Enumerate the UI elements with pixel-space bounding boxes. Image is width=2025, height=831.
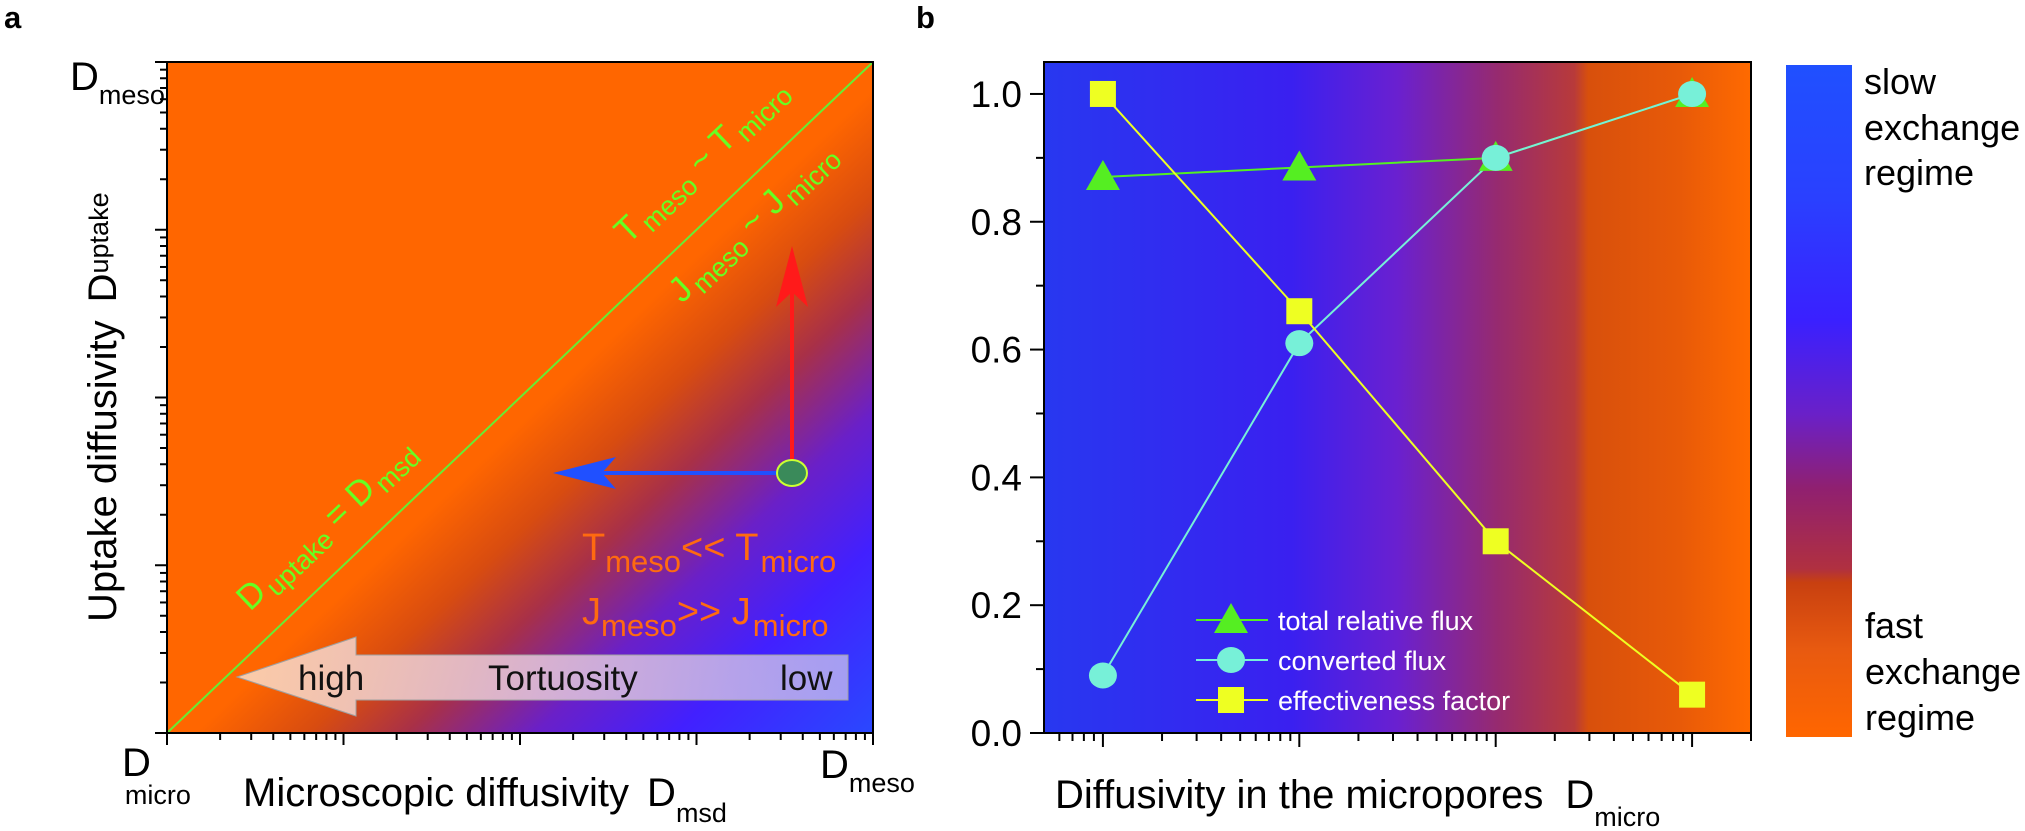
circle-point <box>1481 144 1510 171</box>
tortuosity-high: high <box>298 659 364 698</box>
square-point <box>1286 298 1313 325</box>
legend: total relative flux converted flux effecti… <box>1196 603 1510 716</box>
y-tick-label: 0.8 <box>971 202 1022 243</box>
panel-label-b: b <box>916 0 935 35</box>
x-max-label: Dmeso <box>820 743 915 798</box>
circle-point <box>1678 80 1707 107</box>
tortuosity-arrow: high Tortuosity low <box>235 636 849 717</box>
legend-label: effectiveness factor <box>1278 686 1510 716</box>
regime-J-label: Jmeso>> Jmicro <box>582 591 829 643</box>
circle-point <box>1088 662 1117 689</box>
legend-triangle-icon <box>1214 603 1248 633</box>
colorbar-bottom-line-2: exchange <box>1865 651 2021 692</box>
regime-T-label: Tmeso<< Tmicro <box>582 527 836 579</box>
red-arrow <box>776 246 808 460</box>
square-point <box>1089 80 1116 107</box>
legend-label: converted flux <box>1278 646 1447 676</box>
colorbar-top-line-3: regime <box>1864 152 1974 193</box>
x-axis-label-b: Diffusivity in the micropores Dmicro <box>1055 773 1660 831</box>
circle-point <box>1285 330 1314 357</box>
state-point <box>776 459 808 487</box>
legend-square-icon <box>1218 687 1244 713</box>
y-tick-label: 1.0 <box>971 74 1022 115</box>
colorbar <box>1786 65 1852 737</box>
legend-circle-icon <box>1217 647 1245 673</box>
x-axis-label-a: Microscopic diffusivity Dmsd <box>243 771 727 828</box>
triangle-point <box>1282 150 1317 181</box>
panel-b-series <box>1085 76 1710 708</box>
colorbar-top-line-2: exchange <box>1864 107 2020 148</box>
blue-arrow <box>553 457 778 489</box>
colorbar-top-line-1: slow <box>1864 61 1937 102</box>
y-max-label: Dmeso <box>70 55 165 110</box>
tortuosity-low: low <box>780 659 833 698</box>
y-tick-label: 0.0 <box>971 713 1022 754</box>
diagonal-line <box>166 61 874 734</box>
y-axis-label-a: Uptake diffusivityDuptake <box>81 192 125 622</box>
panel-b-frame <box>1043 61 1752 734</box>
panel-b-ticks: 0.0 0.2 0.4 0.6 0.8 1.0 <box>971 74 1752 754</box>
y-tick-label: 0.4 <box>971 457 1022 498</box>
square-point <box>1482 528 1509 555</box>
panel-a-ticks <box>155 61 874 745</box>
y-tick-label: 0.2 <box>971 585 1022 626</box>
panel-a-frame <box>166 61 874 734</box>
legend-label: total relative flux <box>1278 606 1474 636</box>
triangle-point <box>1085 160 1120 191</box>
tortuosity-label: Tortuosity <box>488 659 638 698</box>
series-line-square <box>1102 93 1693 696</box>
panel-label-a: a <box>4 0 22 35</box>
colorbar-bottom-line-3: regime <box>1865 697 1975 738</box>
square-point <box>1679 681 1706 708</box>
y-tick-label: 0.6 <box>971 330 1022 371</box>
colorbar-bottom-line-1: fast <box>1865 605 1923 646</box>
series-line-circle <box>1102 93 1693 676</box>
